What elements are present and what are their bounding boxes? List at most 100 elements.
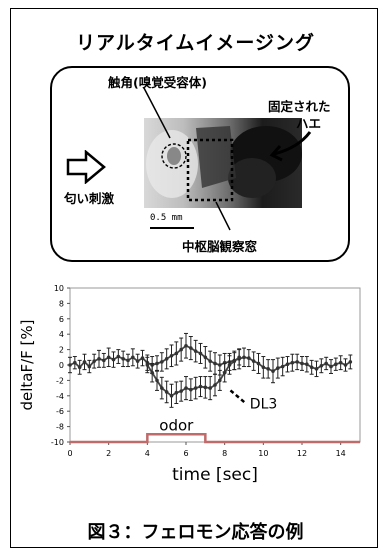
series0-point — [256, 361, 261, 366]
series0-point — [280, 364, 285, 369]
window-leader — [215, 201, 231, 231]
series0-point — [68, 363, 72, 367]
y-axis-label: deltaF/F [%] — [18, 319, 36, 410]
y-tick-label: 10 — [54, 284, 64, 293]
series0-point — [111, 357, 116, 362]
series0-point — [251, 359, 256, 363]
series0-point — [106, 355, 111, 360]
series0-point — [131, 355, 135, 360]
series0-point — [338, 360, 343, 365]
series0-point — [305, 362, 309, 367]
dl3-point — [213, 383, 217, 387]
series0-point — [247, 356, 251, 360]
series0-point — [314, 367, 319, 371]
series0-point — [348, 360, 353, 364]
y-tick-label: 0 — [59, 361, 64, 370]
series0-point — [261, 365, 266, 370]
dl3-point — [189, 387, 193, 392]
series0-point — [73, 360, 77, 365]
dl3-point — [193, 386, 198, 390]
dl3-point — [222, 370, 227, 375]
dl3-point — [232, 359, 237, 363]
series0-point — [266, 367, 270, 371]
series0-point — [203, 355, 208, 360]
dl3-point — [179, 389, 183, 393]
series0-point — [82, 360, 87, 364]
series0-point — [164, 357, 169, 361]
dl3-point — [155, 378, 159, 383]
dl3-point — [145, 363, 150, 367]
series0-point — [179, 347, 183, 352]
series0-point — [184, 343, 188, 348]
odor-stimulus-trace — [70, 433, 360, 444]
series0-point — [290, 360, 295, 365]
y-tick-label: -6 — [56, 407, 64, 416]
series0-point — [126, 358, 130, 363]
dl3-point — [169, 394, 174, 398]
series0-point — [295, 360, 299, 364]
dl3-point — [227, 363, 232, 367]
dl3-point — [198, 384, 203, 389]
series0-point — [189, 346, 193, 350]
window-label: 中枢脳観察窓 — [182, 239, 258, 254]
series0-point — [92, 359, 96, 363]
series0-point — [276, 366, 280, 370]
series0-point — [285, 362, 290, 367]
series0-point — [140, 356, 145, 360]
series0-point — [334, 362, 338, 367]
series0-point — [193, 349, 198, 353]
series0-point — [319, 363, 324, 368]
fixed-fly-label-2: ハエ — [296, 116, 322, 131]
dl3-annotation: DL3 — [250, 397, 277, 413]
y-tick-label: -10 — [51, 438, 64, 447]
series0-point — [343, 363, 348, 367]
antenna-label: 触角(嗅覚受容体) — [108, 75, 207, 90]
diagram-title: リアルタイムイメージング — [75, 32, 316, 54]
dl3-point — [160, 386, 164, 390]
series0-point — [97, 357, 101, 361]
y-tick-label: -4 — [56, 392, 64, 401]
x-tick-label: 4 — [145, 449, 150, 458]
series0-point — [198, 351, 203, 356]
scale-label: 0.5 mm — [150, 213, 183, 223]
series0-point — [271, 369, 275, 373]
dl3-point — [218, 378, 222, 383]
fixed-fly-arrow — [269, 131, 312, 162]
x-tick-label: 2 — [106, 449, 111, 458]
series0-point — [121, 357, 125, 361]
series0-point — [324, 361, 328, 366]
dl3-point — [150, 370, 154, 375]
x-tick-label: 10 — [258, 449, 268, 458]
series0-point — [77, 365, 82, 370]
dl3-point — [208, 386, 212, 390]
dl3-point — [164, 390, 169, 394]
series0-point — [169, 353, 174, 358]
x-tick-label: 6 — [183, 449, 188, 458]
x-axis-label: time [sec] — [172, 465, 258, 485]
fly-photo — [144, 118, 302, 208]
dl3-pointer — [229, 389, 247, 405]
series0-point — [135, 359, 140, 363]
figure-caption: 図３：フェロモン応答の例 — [0, 518, 391, 544]
dl3-point — [237, 355, 241, 360]
series0-point — [329, 364, 333, 369]
series0-point — [87, 364, 92, 369]
odor-stimulus-label: 匂い刺激 — [64, 191, 115, 206]
dl3-point — [174, 390, 179, 395]
x-tick-label: 12 — [297, 449, 307, 458]
series0-point — [174, 351, 179, 356]
hollow-arrow-right-icon — [66, 150, 106, 184]
y-tick-label: 4 — [59, 330, 64, 339]
y-tick-label: 2 — [59, 346, 64, 355]
series0-point — [116, 354, 121, 359]
odor-label: odor — [159, 416, 194, 434]
fly-photo-illustration — [146, 126, 302, 202]
series0-point — [102, 358, 106, 363]
dl3-point — [184, 386, 188, 390]
x-tick-label: 0 — [67, 449, 72, 458]
series0-point — [242, 355, 246, 360]
y-tick-label: 6 — [59, 315, 64, 324]
scale-bar — [150, 227, 194, 229]
y-tick-label: -8 — [56, 423, 64, 432]
